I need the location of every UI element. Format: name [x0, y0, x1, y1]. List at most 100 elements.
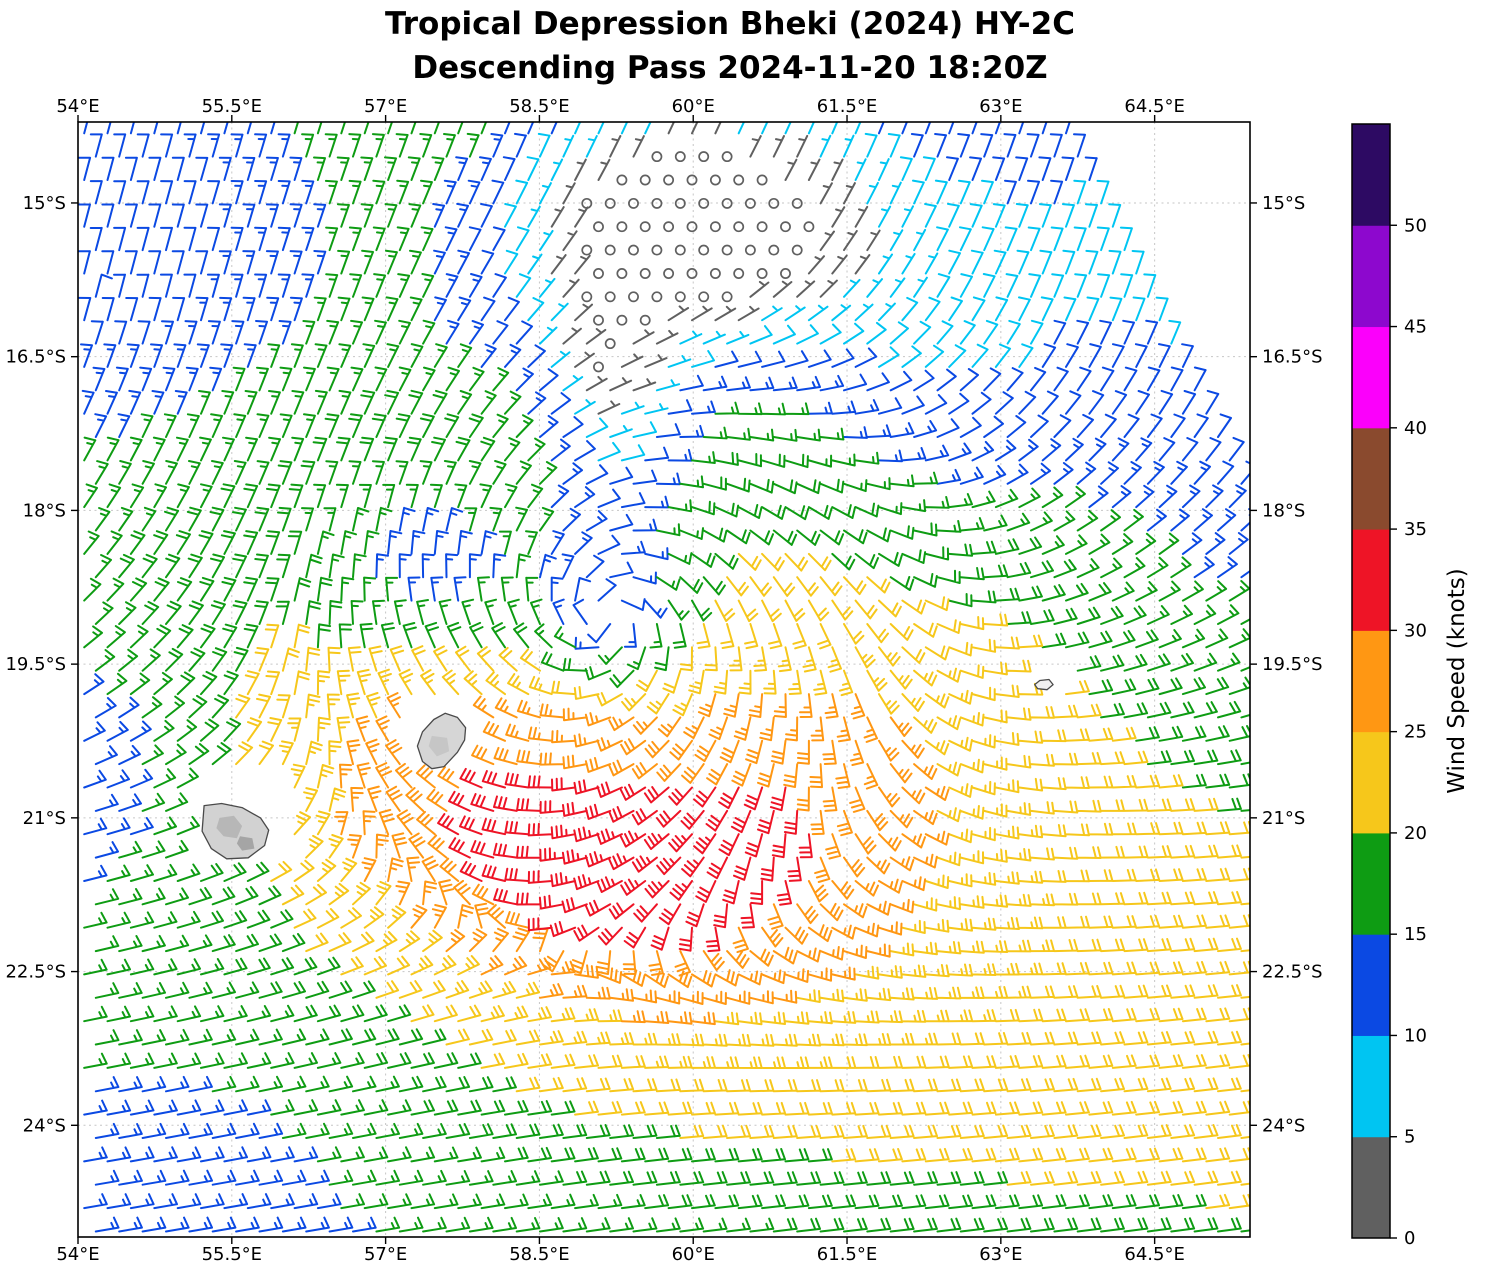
- longitude-tick-label-top: 64.5°E: [1124, 96, 1184, 117]
- calm-wind-circle: [663, 268, 675, 279]
- colorbar-tick-label: 45: [1404, 317, 1427, 338]
- calm-wind-circle: [721, 291, 733, 303]
- chart-title: Tropical Depression Bheki (2024) HY-2C: [385, 6, 1075, 42]
- calm-wind-circle: [593, 221, 604, 233]
- calm-wind-circle: [780, 268, 791, 279]
- longitude-tick-label-bottom: 54°E: [56, 1244, 99, 1264]
- calm-wind-circle: [616, 174, 628, 186]
- island-mauritius-terrain-shading: [428, 735, 450, 757]
- colorbar-tick-label: 0: [1404, 1228, 1415, 1249]
- calm-wind-circle: [639, 268, 651, 279]
- calm-wind-circle: [581, 291, 593, 303]
- colorbar-segment-5-10kt: [1352, 1035, 1390, 1138]
- calm-wind-circle: [698, 244, 710, 256]
- longitude-tick-label-bottom: 64.5°E: [1124, 1244, 1184, 1264]
- latitude-tick-label-right: 16.5°S: [1262, 347, 1323, 368]
- latitude-tick-label-left: 18°S: [23, 500, 66, 521]
- latitude-tick-label-left: 21°S: [23, 808, 66, 829]
- calm-wind-circle: [616, 314, 628, 326]
- latitude-tick-label-left: 15°S: [23, 193, 66, 214]
- calm-wind-circle: [593, 268, 604, 279]
- calm-wind-circle: [733, 174, 745, 186]
- colorbar-tick-label: 20: [1404, 823, 1427, 844]
- colorbar-segment-35-40kt: [1352, 427, 1390, 530]
- calm-wind-circle: [639, 174, 651, 186]
- longitude-tick-label-top: 63°E: [979, 96, 1022, 117]
- calm-wind-circle: [721, 197, 733, 209]
- calm-wind-circle: [604, 244, 616, 256]
- calm-wind-circle: [616, 268, 628, 279]
- latitude-tick-label-left: 16.5°S: [5, 347, 66, 368]
- calm-wind-circle: [698, 197, 710, 209]
- colorbar-segment-25-30kt: [1352, 630, 1390, 733]
- colorbar-tick-label: 35: [1404, 519, 1427, 540]
- latitude-tick-label-right: 18°S: [1262, 500, 1305, 521]
- colorbar-tick-label: 50: [1404, 215, 1427, 236]
- axes-frame: 54°E 54°E 55.5°E 55.5°E 57°E 57°E 58.5°E 58.5°E…: [5, 96, 1322, 1264]
- calm-wind-circle: [628, 291, 639, 303]
- longitude-tick-label-bottom: 58.5°E: [509, 1244, 569, 1264]
- calm-wind-circle: [709, 268, 721, 279]
- longitude-tick-label-bottom: 61.5°E: [817, 1244, 877, 1264]
- wind-barb-field: [78, 122, 1250, 1233]
- calm-wind-circle: [616, 221, 628, 233]
- calm-wind-circle: [733, 221, 745, 233]
- wind-barbs-20-25kt: [235, 552, 1250, 1210]
- calm-wind-circle: [651, 244, 663, 256]
- calm-wind-circle: [756, 221, 768, 233]
- calm-wind-circle: [698, 151, 710, 163]
- island-reunion-terrain-shading: [216, 815, 243, 839]
- colorbar: 0 5 10 15 20 25 30 35 40 45 50 Wind Speed (knots): [1351, 123, 1470, 1249]
- calm-wind-circle: [651, 291, 663, 303]
- calm-wind-circle: [768, 197, 780, 209]
- latitude-tick-label-left: 19.5°S: [5, 654, 66, 675]
- calm-wind-circle: [721, 151, 733, 163]
- wind-barbs-25-30kt: [334, 692, 950, 1026]
- island-reunion-terrain-shading: [236, 836, 255, 851]
- longitude-tick-label-top: 58.5°E: [509, 96, 569, 117]
- longitude-tick-label-bottom: 57°E: [364, 1244, 407, 1264]
- calm-wind-circle: [709, 221, 721, 233]
- colorbar-segment-30-35kt: [1352, 529, 1390, 631]
- calm-wind-circle: [663, 174, 675, 186]
- calm-wind-circle: [674, 244, 686, 256]
- calm-wind-circle: [593, 361, 604, 373]
- calm-wind-circle: [639, 314, 651, 326]
- colorbar-tick-label: 40: [1404, 418, 1427, 439]
- calm-wind-circle: [604, 291, 616, 303]
- colorbar-tick-label: 15: [1404, 924, 1427, 945]
- calm-wind-circle: [663, 221, 675, 233]
- calm-wind-circle: [686, 221, 698, 233]
- latitude-tick-label-right: 19.5°S: [1262, 654, 1323, 675]
- calm-wind-circle: [581, 197, 593, 209]
- latitude-tick-label-left: 24°S: [23, 1115, 66, 1136]
- calm-wind-circle: [756, 174, 768, 186]
- calm-wind-circle: [709, 174, 721, 186]
- calm-wind-circle: [628, 197, 639, 209]
- colorbar-tick-label: 10: [1404, 1025, 1427, 1046]
- calm-wind-circle: [604, 338, 616, 350]
- calm-wind-circle: [791, 197, 803, 209]
- calm-wind-circle: [686, 268, 698, 279]
- colorbar-axis-label: Wind Speed (knots): [1444, 568, 1470, 793]
- latitude-tick-label-right: 15°S: [1262, 193, 1305, 214]
- calm-wind-circle: [593, 314, 604, 326]
- longitude-tick-label-top: 54°E: [56, 96, 99, 117]
- calm-wind-circle: [686, 174, 698, 186]
- latitude-tick-label-right: 22.5°S: [1262, 962, 1323, 983]
- calm-wind-circle: [651, 151, 663, 163]
- calm-wind-circle: [744, 244, 756, 256]
- calm-wind-circle: [733, 268, 745, 279]
- longitude-tick-label-top: 55.5°E: [202, 96, 262, 117]
- calm-wind-circle: [674, 291, 686, 303]
- colorbar-segment-10-15kt: [1352, 934, 1390, 1036]
- longitude-tick-label-bottom: 55.5°E: [202, 1244, 262, 1264]
- calm-wind-circle: [721, 244, 733, 256]
- calm-wind-circle: [639, 221, 651, 233]
- plot-border: [77, 121, 1251, 1238]
- colorbar-segment-15-20kt: [1352, 832, 1390, 935]
- calm-wind-circle: [780, 221, 791, 233]
- latitude-tick-label-left: 22.5°S: [5, 962, 66, 983]
- island-rodrigues: [1034, 678, 1054, 691]
